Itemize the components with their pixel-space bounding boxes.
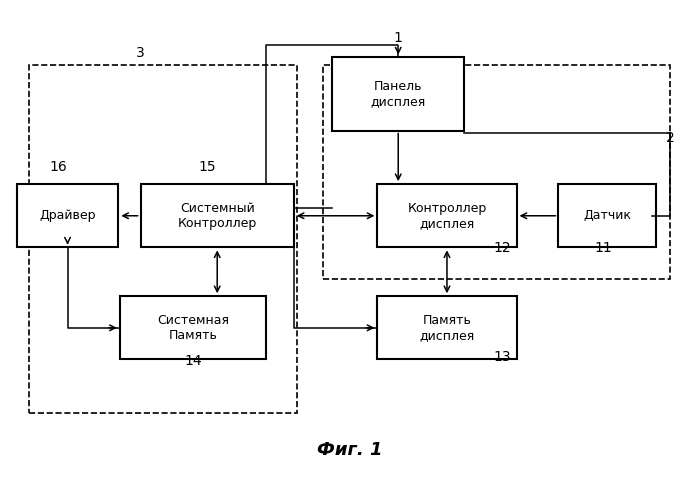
Bar	[377, 296, 517, 360]
Text: 13: 13	[494, 350, 512, 365]
Bar	[377, 184, 517, 247]
Text: Системная
Память: Системная Память	[157, 314, 229, 342]
Text: 2: 2	[666, 131, 675, 145]
Text: Системный
Контроллер: Системный Контроллер	[178, 202, 257, 230]
Bar	[332, 57, 464, 130]
Text: 14: 14	[184, 354, 202, 368]
Bar	[29, 65, 297, 413]
Text: 11: 11	[595, 241, 612, 255]
Bar	[17, 184, 118, 247]
Bar	[120, 296, 266, 360]
Text: 15: 15	[198, 160, 215, 174]
Text: 3: 3	[136, 46, 145, 60]
Text: 12: 12	[494, 241, 512, 255]
Text: Датчик: Датчик	[583, 209, 631, 222]
Text: 16: 16	[50, 160, 67, 174]
Bar	[323, 65, 670, 279]
Text: Драйвер: Драйвер	[39, 209, 96, 222]
Bar	[140, 184, 294, 247]
Text: Фиг. 1: Фиг. 1	[317, 441, 382, 460]
Text: Память
дисплея: Память дисплея	[419, 314, 475, 342]
Text: 1: 1	[394, 31, 403, 45]
Text: Панель
дисплея: Панель дисплея	[370, 80, 426, 108]
Bar	[559, 184, 656, 247]
Text: Контроллер
дисплея: Контроллер дисплея	[408, 202, 487, 230]
